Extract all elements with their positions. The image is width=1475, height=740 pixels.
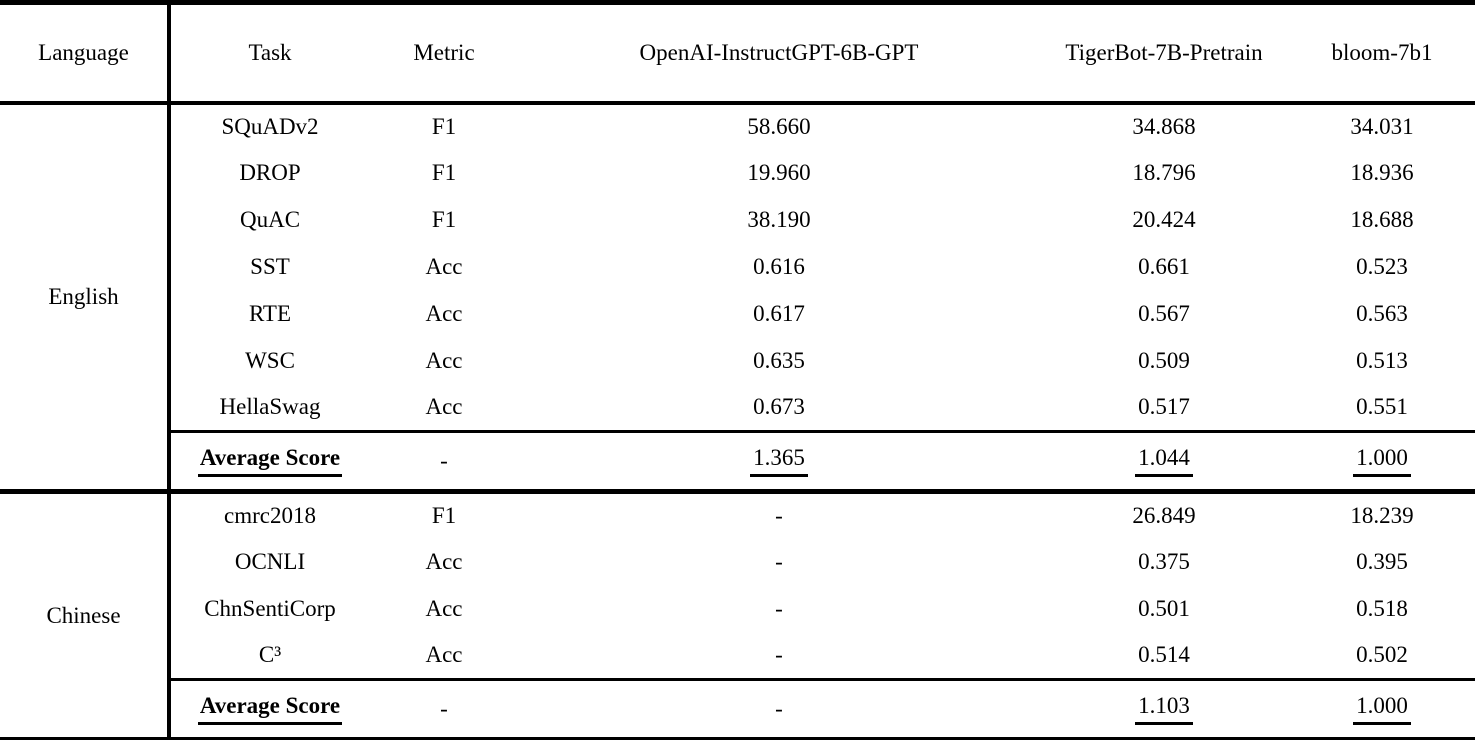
score-cell-tigerbot: 0.375 [1138, 549, 1190, 574]
table-row: ChnSentiCorp Acc - 0.501 0.518 [0, 586, 1475, 633]
table-row: English SQuADv2 F1 58.660 34.868 34.031 [0, 102, 1475, 492]
score-cell-openai: - [775, 549, 783, 574]
score-cell-bloom: 0.551 [1356, 394, 1408, 420]
language-cell-chinese: Chinese [0, 489, 171, 740]
table-row: RTE Acc 0.617 0.567 0.563 [0, 291, 1475, 338]
average-label-cell: Average Score [169, 430, 369, 492]
col-header-task: Task [169, 2, 369, 105]
metric-cell: Acc [425, 254, 463, 279]
task-cell: OCNLI [234, 549, 306, 574]
score-cell-bloom: 18.936 [1350, 160, 1414, 185]
score-cell-tigerbot: 20.424 [1132, 207, 1196, 232]
metric-cell: Acc [425, 596, 463, 621]
metric-cell: - [369, 678, 519, 740]
metric-cell: F1 [431, 114, 457, 139]
metric-cell: Acc [425, 348, 463, 373]
table-row: DROP F1 19.960 18.796 18.936 [0, 150, 1475, 197]
score-cell-tigerbot: 1.103 [1039, 678, 1289, 740]
metric-cell: F1 [431, 207, 457, 232]
col-header-language: Language [0, 2, 171, 105]
score-cell-bloom: 1.000 [1289, 678, 1475, 740]
score-cell-openai: - [519, 489, 1039, 539]
score-cell-bloom: 18.239 [1289, 489, 1475, 539]
table-row: SST Acc 0.616 0.661 0.523 [0, 244, 1475, 291]
score-cell-tigerbot: 0.509 [1138, 348, 1190, 373]
score-cell-bloom: 0.523 [1356, 254, 1408, 279]
table-row: HellaSwag Acc 0.673 0.517 0.551 [0, 385, 1475, 432]
score-cell-openai: - [775, 596, 783, 621]
metric-cell: Acc [425, 394, 463, 420]
score-cell-tigerbot: 0.517 [1138, 394, 1190, 420]
task-cell: ChnSentiCorp [204, 596, 336, 621]
score-cell-tigerbot: 0.501 [1138, 596, 1190, 621]
col-header-bloom: bloom-7b1 [1289, 2, 1475, 105]
score-cell-openai: 19.960 [747, 160, 811, 185]
score-cell-tigerbot: 0.567 [1138, 301, 1190, 326]
score-cell-tigerbot: 0.661 [1138, 254, 1190, 279]
average-label: Average Score [197, 445, 343, 477]
metric-cell: Acc [425, 642, 463, 668]
task-cell: SQuADv2 [221, 114, 319, 139]
task-cell: WSC [245, 348, 295, 373]
average-label-cell: Average Score [169, 678, 369, 740]
score-cell-openai: 0.673 [753, 394, 805, 420]
average-label: Average Score [197, 693, 343, 725]
average-row: Average Score - 1.365 1.044 1.000 [0, 430, 1475, 492]
average-score: 1.103 [1135, 693, 1193, 725]
score-cell-bloom: 0.518 [1356, 596, 1408, 621]
task-cell: DROP [239, 160, 301, 185]
score-cell-openai: 0.617 [753, 301, 805, 326]
header-row: Language Task Metric OpenAI-InstructGPT-… [0, 2, 1475, 105]
metric-cell: F1 [431, 160, 457, 185]
score-cell-bloom: 1.000 [1289, 430, 1475, 492]
score-cell-bloom: 0.502 [1356, 642, 1408, 668]
score-cell-tigerbot: 1.044 [1039, 430, 1289, 492]
metric-cell: F1 [369, 489, 519, 539]
score-cell-bloom: 0.513 [1356, 348, 1408, 373]
table-row: C³ Acc - 0.514 0.502 [0, 633, 1475, 680]
table-row: Chinese cmrc2018 F1 - 26.849 18.239 [0, 489, 1475, 740]
score-cell-openai: - [775, 642, 783, 668]
col-header-tigerbot: TigerBot-7B-Pretrain [1039, 2, 1289, 105]
average-score: 1.000 [1353, 445, 1411, 477]
score-cell-bloom: 18.688 [1350, 207, 1414, 232]
score-cell-tigerbot: 34.868 [1132, 114, 1196, 139]
table-row: QuAC F1 38.190 20.424 18.688 [0, 197, 1475, 244]
task-cell: HellaSwag [219, 394, 321, 420]
task-cell: cmrc2018 [169, 489, 369, 539]
score-cell-tigerbot: 26.849 [1039, 489, 1289, 539]
score-cell-openai: - [519, 678, 1039, 740]
score-cell-openai: 0.635 [753, 348, 805, 373]
average-score: 1.000 [1353, 693, 1411, 725]
task-cell: C³ [258, 642, 282, 668]
score-cell-openai: 58.660 [747, 114, 811, 139]
average-row: Average Score - - 1.103 1.000 [0, 678, 1475, 740]
average-score: 1.044 [1135, 445, 1193, 477]
metric-cell: Acc [425, 301, 463, 326]
task-cell: QuAC [239, 207, 301, 232]
language-cell-english: English [0, 102, 171, 492]
col-header-openai-instructgpt: OpenAI-InstructGPT-6B-GPT [519, 2, 1039, 105]
col-header-metric: Metric [369, 2, 519, 105]
task-cell: SST [250, 254, 290, 279]
score-cell-openai: 0.616 [753, 254, 805, 279]
metric-cell: Acc [425, 549, 463, 574]
score-cell-bloom: 0.563 [1356, 301, 1408, 326]
table-row: WSC Acc 0.635 0.509 0.513 [0, 338, 1475, 385]
score-cell-tigerbot: 18.796 [1132, 160, 1196, 185]
score-cell-bloom: 34.031 [1350, 114, 1414, 139]
task-cell: RTE [248, 301, 292, 326]
score-cell-tigerbot: 0.514 [1138, 642, 1190, 668]
score-cell-bloom: 0.395 [1356, 549, 1408, 574]
metric-cell: - [369, 430, 519, 492]
score-cell-openai: 1.365 [519, 430, 1039, 492]
average-score: 1.365 [750, 445, 808, 477]
score-cell-openai: 38.190 [747, 207, 811, 232]
table-row: OCNLI Acc - 0.375 0.395 [0, 539, 1475, 586]
